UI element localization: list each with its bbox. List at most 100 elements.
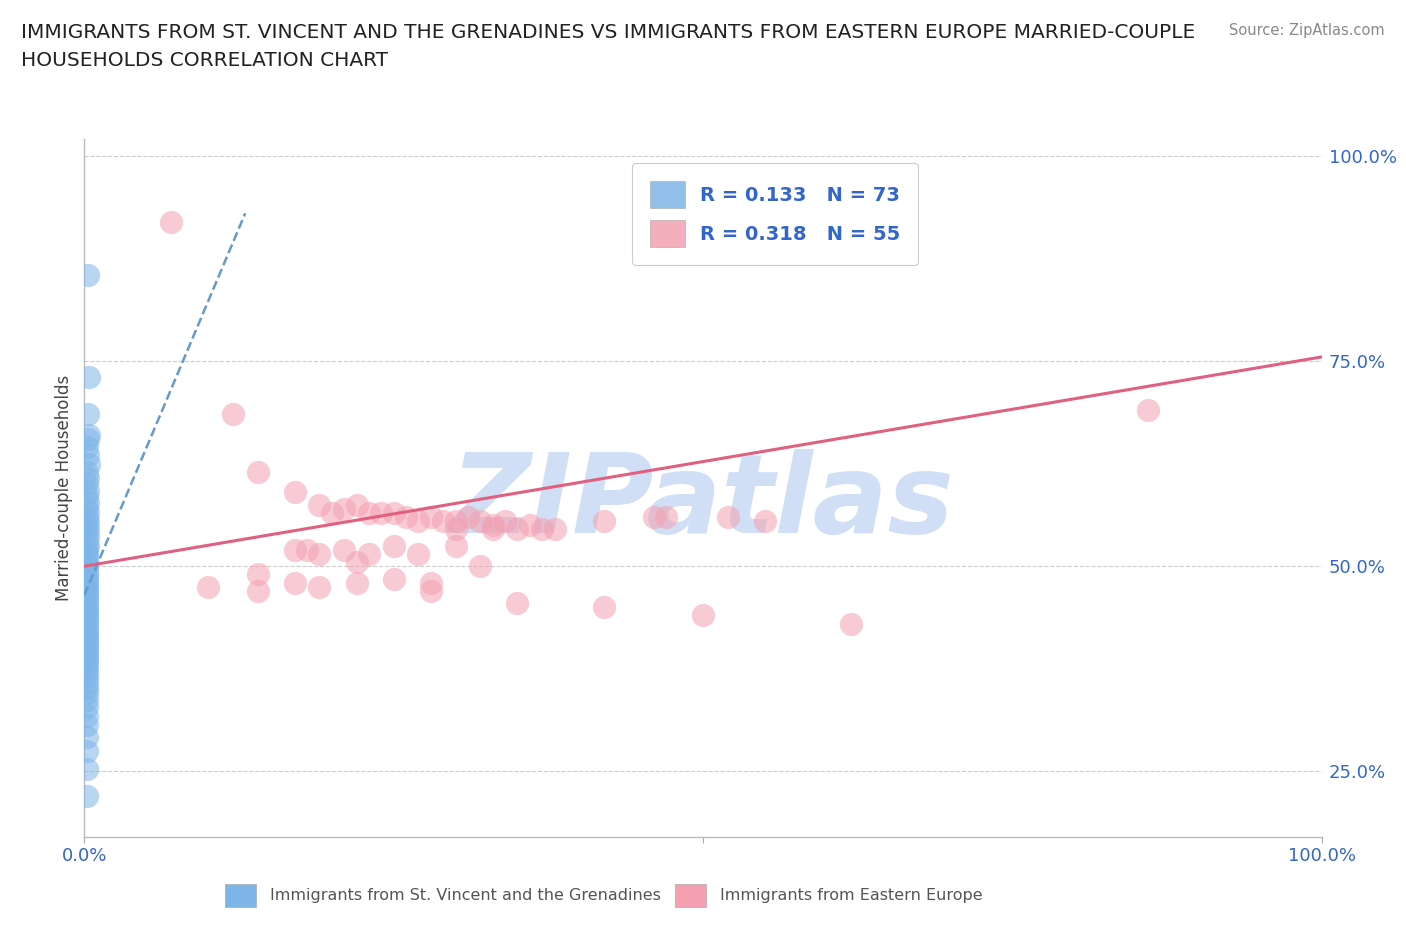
Point [76, 578, 98, 593]
Point [76, 585, 98, 600]
Point [76, 700, 98, 715]
Point [76, 526, 98, 541]
Point [692, 608, 714, 623]
Point [419, 575, 441, 590]
Point [76, 675, 98, 690]
Point [284, 542, 307, 557]
Point [76, 618, 98, 632]
Point [77, 471, 100, 485]
Point [643, 510, 665, 525]
Point [76, 641, 98, 656]
Point [419, 510, 441, 525]
Point [76, 647, 98, 662]
Point [76, 568, 98, 583]
Point [77, 268, 100, 283]
Point [79, 370, 101, 385]
Point [593, 513, 616, 528]
Point [357, 505, 380, 520]
Point [543, 522, 565, 537]
Legend: R = 0.133   N = 73, R = 0.318   N = 55: R = 0.133 N = 73, R = 0.318 N = 55 [633, 163, 918, 265]
Point [222, 407, 245, 422]
Point [382, 505, 405, 520]
Point [76, 624, 98, 639]
Point [506, 522, 529, 537]
Point [295, 542, 318, 557]
Point [76, 582, 98, 597]
Point [76, 666, 98, 681]
Text: Immigrants from Eastern Europe: Immigrants from Eastern Europe [720, 887, 983, 903]
Point [481, 522, 503, 537]
Point [77, 505, 100, 520]
Point [246, 464, 269, 479]
Point [76, 518, 98, 533]
Point [76, 477, 98, 492]
Point [76, 658, 98, 672]
Point [246, 567, 269, 582]
Point [76, 631, 98, 645]
Point [77, 484, 100, 498]
Point [77, 538, 100, 553]
Point [76, 598, 98, 613]
Point [76, 559, 98, 574]
Text: Source: ZipAtlas.com: Source: ZipAtlas.com [1229, 23, 1385, 38]
Point [346, 498, 368, 512]
Point [76, 602, 98, 617]
Point [76, 565, 98, 580]
Text: IMMIGRANTS FROM ST. VINCENT AND THE GRENADINES VS IMMIGRANTS FROM EASTERN EUROPE: IMMIGRANTS FROM ST. VINCENT AND THE GREN… [21, 23, 1195, 71]
Point [77, 448, 100, 463]
Point [76, 534, 98, 549]
Text: ZIPatlas: ZIPatlas [451, 448, 955, 556]
Point [284, 485, 307, 499]
Point [76, 499, 98, 514]
Point [1137, 403, 1160, 418]
Point [77, 407, 100, 422]
Point [76, 718, 98, 733]
Point [77, 530, 100, 545]
Point [284, 575, 307, 590]
Point [76, 589, 98, 604]
Point [470, 559, 492, 574]
Point [76, 693, 98, 708]
Point [382, 571, 405, 586]
Point [593, 600, 616, 615]
Point [160, 214, 183, 229]
Point [77, 495, 100, 510]
Point [395, 510, 418, 525]
Point [76, 551, 98, 565]
Point [79, 428, 101, 443]
Point [531, 522, 554, 537]
Point [76, 562, 98, 577]
Point [717, 510, 740, 525]
Point [76, 615, 98, 630]
Point [419, 583, 441, 598]
Point [444, 522, 467, 537]
Point [432, 513, 454, 528]
Point [408, 547, 430, 562]
Point [76, 489, 98, 504]
Point [76, 621, 98, 636]
Point [76, 608, 98, 623]
Point [76, 638, 98, 653]
Point [655, 510, 678, 525]
Point [76, 661, 98, 676]
Point [76, 680, 98, 695]
Point [76, 572, 98, 587]
Point [470, 513, 492, 528]
Point [76, 510, 98, 525]
Point [76, 575, 98, 590]
Point [79, 457, 101, 472]
Point [346, 575, 368, 590]
Point [76, 729, 98, 744]
Point [382, 538, 405, 553]
Point [77, 513, 100, 528]
Point [76, 789, 98, 804]
Point [308, 579, 330, 594]
Point [76, 654, 98, 669]
Point [76, 708, 98, 723]
Point [76, 591, 98, 606]
Point [333, 542, 356, 557]
Point [308, 498, 330, 512]
Point [444, 513, 467, 528]
Point [76, 762, 98, 777]
Point [357, 547, 380, 562]
